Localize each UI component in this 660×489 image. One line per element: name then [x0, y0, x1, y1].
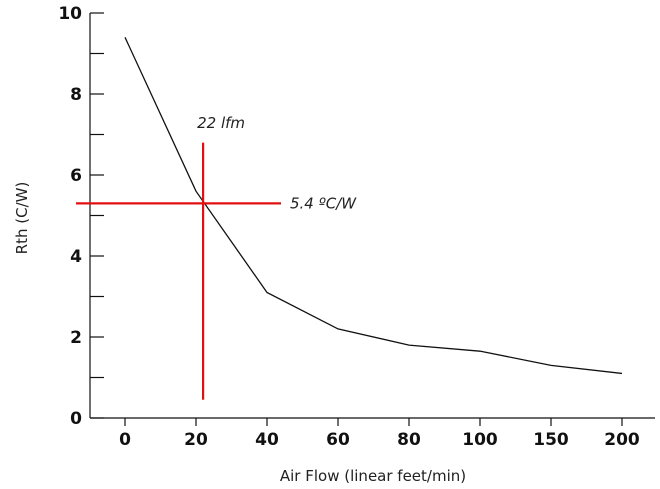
airflow-annotation: 22 lfm [197, 114, 245, 132]
series-line [124, 37, 623, 375]
x-tick-label: 100 [462, 430, 498, 450]
y-tick-label: 0 [70, 409, 82, 429]
x-tick-label: 150 [533, 430, 569, 450]
x-tick-label: 200 [604, 430, 640, 450]
x-ticks: 0 20 40 60 80 100 150 200 [119, 418, 640, 450]
y-axis-label: Rth (C/W) [13, 182, 31, 255]
y-tick-label: 10 [58, 4, 82, 24]
y-ticks: 0 2 4 6 8 10 [58, 4, 104, 429]
x-tick-label: 20 [184, 430, 208, 450]
y-tick-label: 8 [70, 85, 82, 105]
axes [89, 13, 655, 419]
y-tick-label: 6 [70, 166, 82, 186]
x-tick-label: 80 [397, 430, 421, 450]
x-tick-label: 0 [119, 430, 131, 450]
y-tick-label: 2 [70, 328, 82, 348]
rth-annotation: 5.4 ºC/W [290, 194, 357, 212]
x-tick-label: 60 [326, 430, 350, 450]
y-tick-label: 4 [70, 247, 82, 267]
x-tick-label: 40 [255, 430, 279, 450]
x-axis-label: Air Flow (linear feet/min) [280, 467, 466, 485]
